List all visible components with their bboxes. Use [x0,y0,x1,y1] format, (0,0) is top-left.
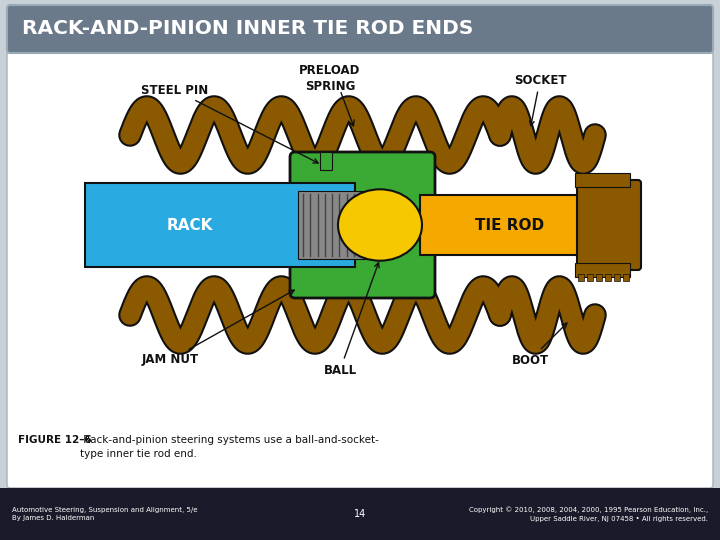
Text: PRELOAD
SPRING: PRELOAD SPRING [300,64,361,92]
Bar [420,195,590,255]
Ellipse shape [338,190,422,261]
Text: Rack-and-pinion steering systems use a ball-and-socket-
type inner tie rod end.: Rack-and-pinion steering systems use a b… [80,435,379,459]
Bar [575,173,630,187]
FancyBboxPatch shape [7,52,713,488]
FancyBboxPatch shape [577,180,641,270]
Text: STEEL PIN: STEEL PIN [141,84,318,163]
Bar [298,191,366,259]
Bar [85,183,355,267]
Text: BALL: BALL [323,262,379,376]
Bar [596,274,602,281]
Bar [575,263,630,277]
Bar [587,274,593,281]
Text: 14: 14 [354,509,366,519]
Bar [614,274,620,281]
Text: SOCKET: SOCKET [514,73,566,126]
Text: JAM NUT: JAM NUT [141,290,294,367]
Bar [623,274,629,281]
Text: RACK-AND-PINION INNER TIE ROD ENDS: RACK-AND-PINION INNER TIE ROD ENDS [22,19,473,38]
Text: FIGURE 12–6: FIGURE 12–6 [18,435,91,445]
Bar [605,274,611,281]
Bar [0,488,720,540]
Text: BOOT: BOOT [511,323,567,367]
Bar [320,152,332,170]
FancyBboxPatch shape [7,5,713,53]
FancyBboxPatch shape [290,152,435,298]
Text: Copyright © 2010, 2008, 2004, 2000, 1995 Pearson Education, Inc.,
Upper Saddle R: Copyright © 2010, 2008, 2004, 2000, 1995… [469,507,708,522]
Text: TIE ROD: TIE ROD [475,218,544,233]
Bar [578,274,584,281]
Text: Automotive Steering, Suspension and Alignment, 5/e
By James D. Halderman: Automotive Steering, Suspension and Alig… [12,507,197,521]
Text: RACK: RACK [167,218,213,233]
Polygon shape [414,195,590,255]
